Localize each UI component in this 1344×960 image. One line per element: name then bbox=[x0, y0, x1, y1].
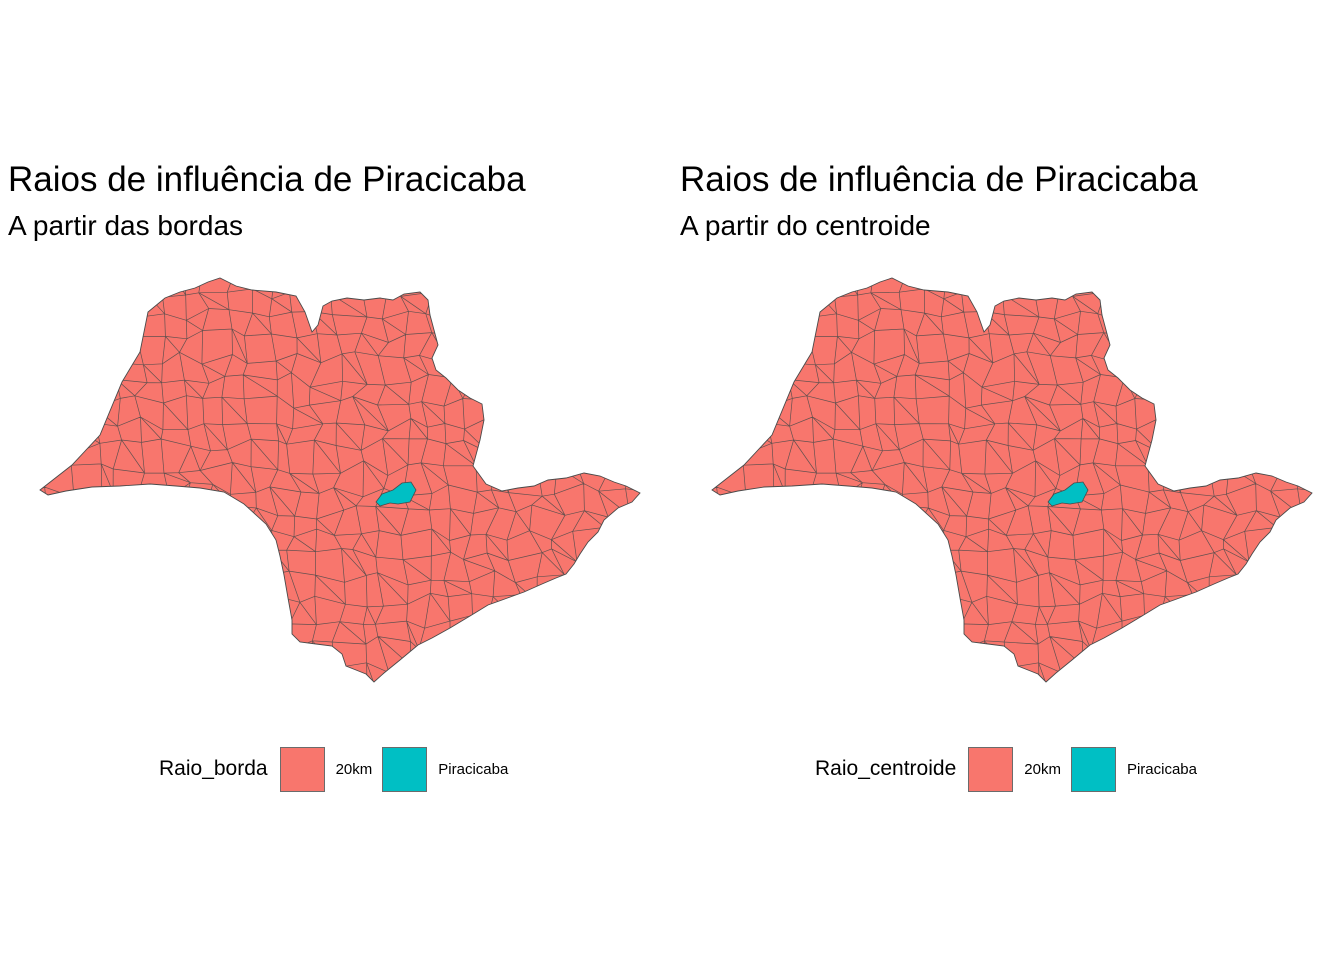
legend-label-piracicaba: Piracicaba bbox=[1126, 760, 1197, 778]
sao-paulo-map bbox=[711, 277, 1313, 683]
map-panel-borda: Raios de influência de Piracicaba A part… bbox=[8, 160, 641, 792]
region-20km bbox=[712, 278, 1312, 682]
legend-label-piracicaba: Piracicaba bbox=[438, 760, 509, 778]
map-panel-centroide: Raios de influência de Piracicaba A part… bbox=[672, 0, 1344, 960]
region-piracicaba bbox=[1047, 481, 1089, 507]
legend: Raio_centroide 20km Piracicaba bbox=[815, 746, 1207, 792]
region-piracicaba bbox=[375, 481, 417, 507]
state-outline bbox=[711, 277, 1313, 683]
legend-key-piracicaba bbox=[1070, 746, 1116, 792]
legend-key-20km bbox=[279, 746, 325, 792]
region-20km bbox=[40, 278, 640, 682]
legend-key-piracicaba bbox=[382, 746, 428, 792]
map-subtitle: A partir das bordas bbox=[8, 210, 244, 241]
map-title: Raios de influência de Piracicaba bbox=[8, 160, 526, 199]
legend: Raio_borda 20km Piracicaba bbox=[159, 746, 518, 792]
map-subtitle: A partir do centroide bbox=[680, 210, 931, 241]
map-title: Raios de influência de Piracicaba bbox=[680, 160, 1198, 199]
state-outline bbox=[39, 277, 641, 683]
legend-title: Raio_centroide bbox=[815, 757, 957, 780]
legend-label-20km: 20km bbox=[1024, 760, 1061, 778]
legend-key-20km bbox=[968, 746, 1014, 792]
legend-label-20km: 20km bbox=[335, 760, 373, 778]
sao-paulo-map bbox=[39, 277, 641, 683]
legend-title: Raio_borda bbox=[159, 757, 268, 780]
